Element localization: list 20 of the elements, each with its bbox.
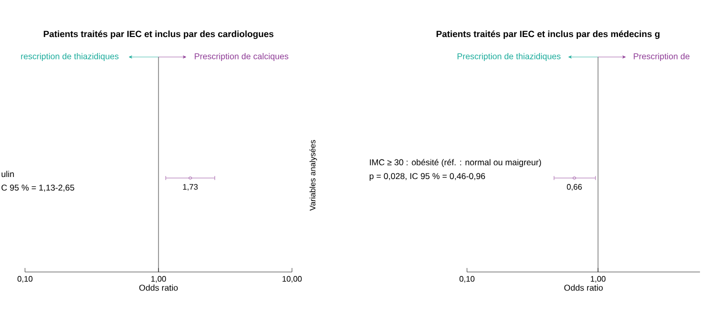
chart-title: Patients traités par IEC et inclus par des médecins g [436, 30, 660, 39]
x-tick-label: 10,00 [282, 276, 302, 283]
annotation: p = 0,028, IC 95 % = 0,46-0,96 [370, 173, 486, 181]
x-tick-label: 1,00 [590, 276, 606, 283]
x-axis-title: Odds ratio [139, 284, 178, 291]
annotation: Prescription de thiazidiques [458, 53, 561, 61]
x-tick-label: 0,10 [18, 276, 32, 283]
x-axis-title: Odds ratio [564, 284, 603, 291]
x-tick-label: 0,10 [460, 276, 474, 283]
annotation: Prescription de [634, 53, 690, 61]
annotation: C 95 % = 1,13-2,65 [2, 184, 74, 192]
data-label: 0,66 [566, 184, 582, 191]
data-label: 1,73 [183, 184, 198, 191]
annotation: rescription de thiazidiques [21, 53, 119, 61]
chart-title: Patients traités par IEC et inclus par des cardiologues [44, 30, 274, 39]
text: ulin [2, 170, 14, 178]
annotation: Prescription de calciques [194, 53, 288, 61]
x-tick-label: 1,00 [151, 276, 166, 283]
annotation: IMC ≥ 30 : obésité (réf. : normal ou maigreur) [370, 158, 541, 167]
y-axis-title: Variables analysées [309, 140, 317, 211]
